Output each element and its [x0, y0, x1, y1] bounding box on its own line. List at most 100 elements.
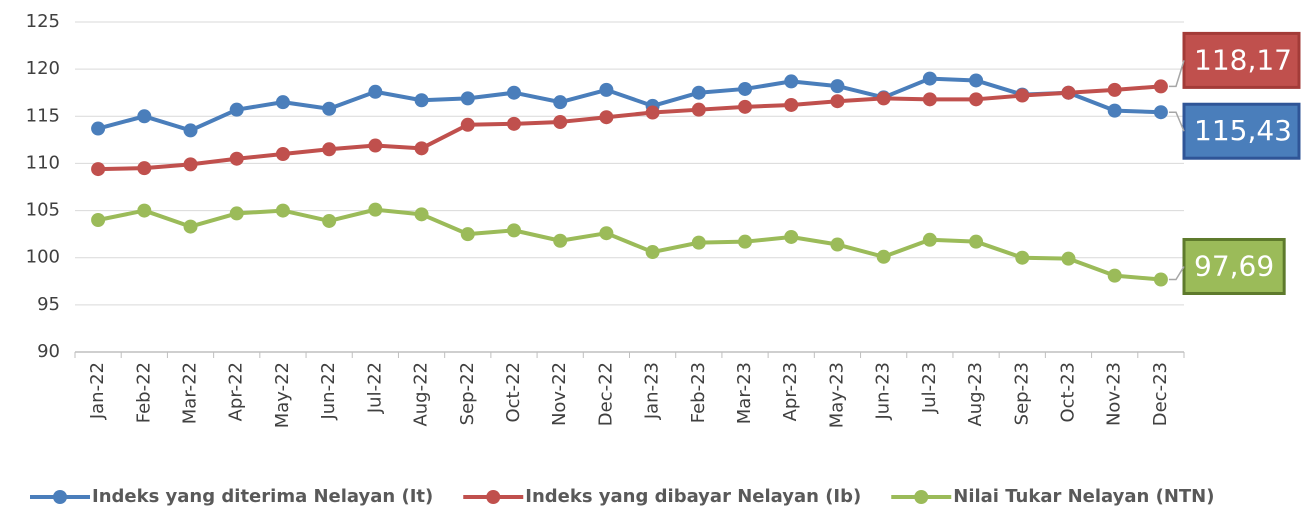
point: [137, 109, 152, 124]
point: [1107, 103, 1122, 118]
point: [691, 235, 706, 250]
x-tick-label: Mar-23: [734, 362, 755, 424]
x-tick-label: Oct-22: [503, 362, 524, 423]
x-tick-label: Jan-22: [87, 362, 108, 420]
x-tick-label: Sep-23: [1011, 362, 1032, 425]
point: [599, 110, 614, 125]
point: [784, 74, 799, 89]
leader-line: [1168, 60, 1185, 88]
point: [322, 142, 337, 157]
point: [553, 114, 568, 129]
point: [645, 245, 660, 260]
point: [922, 71, 937, 86]
point: [368, 138, 383, 153]
point: [969, 234, 984, 249]
point: [91, 162, 106, 177]
point: [1015, 250, 1030, 265]
legend-marker: [914, 490, 929, 504]
y-tick-label: 90: [37, 341, 60, 362]
point: [414, 93, 429, 108]
point: [322, 213, 337, 228]
x-tick-label: Jan-23: [642, 362, 663, 420]
point: [368, 202, 383, 217]
point: [460, 117, 475, 132]
point: [922, 92, 937, 107]
y-tick-label: 105: [26, 200, 60, 221]
point: [876, 249, 891, 264]
x-tick-label: Jul-22: [364, 362, 385, 414]
point: [599, 82, 614, 97]
x-tick-label: Aug-22: [411, 362, 432, 427]
x-tick-label: Jun-23: [873, 362, 894, 421]
x-tick-label: Nov-22: [549, 362, 570, 426]
point: [137, 161, 152, 176]
legend-label: Indeks yang diterima Nelayan (It): [92, 486, 433, 507]
leader-line: [1168, 111, 1185, 132]
point: [229, 206, 244, 221]
point: [506, 116, 521, 131]
point: [1153, 105, 1168, 120]
y-tick-label: 120: [26, 58, 60, 79]
point: [506, 85, 521, 100]
point: [1015, 88, 1030, 103]
point: [830, 237, 845, 252]
point: [91, 213, 106, 227]
point: [183, 123, 198, 138]
point: [691, 102, 706, 117]
leader-line: [1168, 266, 1185, 281]
point: [91, 121, 106, 136]
point: [275, 147, 290, 161]
x-tick-label: Apr-22: [226, 362, 247, 421]
y-tick-label: 110: [26, 152, 60, 173]
point: [1153, 79, 1168, 94]
x-tick-label: Apr-23: [780, 362, 801, 421]
x-tick-label: Oct-23: [1057, 362, 1078, 423]
x-tick-label: Aug-23: [965, 362, 986, 427]
legend-label: Nilai Tukar Nelayan (NTN): [953, 486, 1214, 507]
point: [922, 232, 937, 247]
end-label: 118,17: [1194, 43, 1292, 76]
point: [599, 226, 614, 241]
point: [969, 92, 984, 107]
x-tick-label: May-23: [826, 362, 847, 428]
series-line: [97, 207, 1162, 282]
x-tick-label: Sep-22: [457, 362, 478, 425]
end-label-box: [1182, 102, 1301, 160]
point: [1061, 251, 1076, 266]
y-tick-label: 95: [37, 294, 60, 315]
point: [275, 203, 290, 218]
point: [229, 102, 244, 117]
x-tick-label: Feb-22: [133, 362, 154, 423]
point: [738, 81, 753, 96]
point: [137, 203, 152, 218]
point: [368, 84, 383, 99]
y-tick-label: 115: [26, 105, 60, 126]
point: [183, 219, 198, 234]
point: [645, 105, 660, 120]
x-tick-label: Jul-23: [919, 362, 940, 414]
point: [1153, 272, 1168, 287]
x-tick-label: Mar-22: [180, 362, 201, 424]
point: [738, 234, 753, 249]
point: [229, 151, 244, 166]
point: [322, 101, 337, 116]
point: [691, 85, 706, 100]
point: [1107, 268, 1122, 283]
point: [784, 97, 799, 112]
point: [1061, 85, 1076, 100]
point: [553, 233, 568, 248]
x-tick-label: Jun-22: [318, 362, 339, 421]
point: [414, 141, 429, 156]
point: [414, 207, 429, 222]
x-tick-label: Dec-22: [595, 362, 616, 426]
point: [830, 94, 845, 109]
x-tick-label: Nov-23: [1104, 362, 1125, 426]
point: [460, 227, 475, 242]
point: [553, 95, 568, 110]
point: [1107, 82, 1122, 97]
x-tick-label: Dec-23: [1150, 362, 1171, 426]
legend-marker: [53, 490, 67, 504]
end-label: 97,69: [1194, 249, 1274, 282]
x-tick-label: May-22: [272, 362, 293, 428]
